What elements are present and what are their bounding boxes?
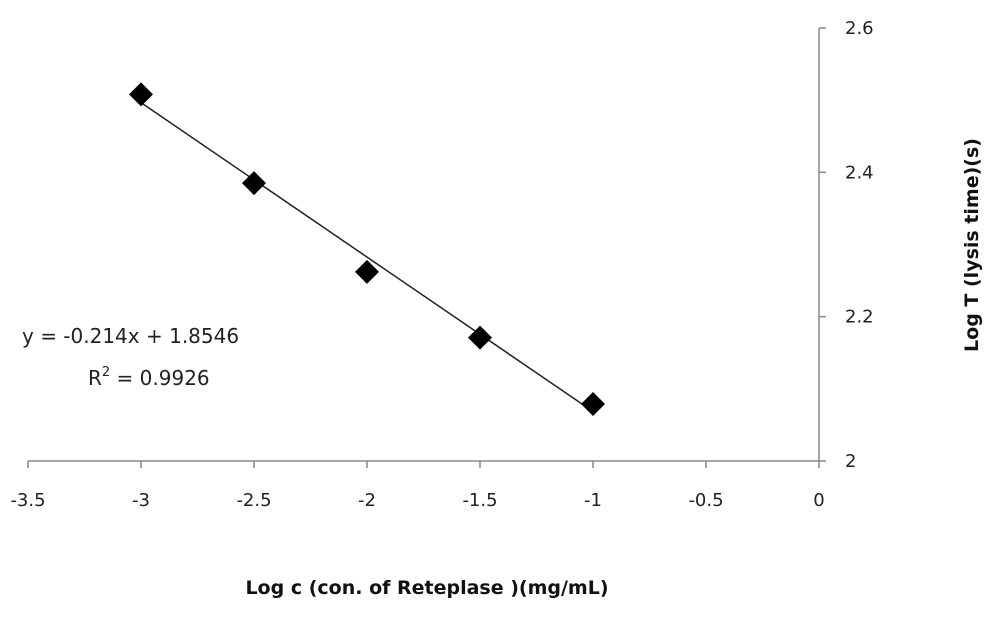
data-point-diamond bbox=[129, 82, 153, 107]
r-squared-superscript: 2 bbox=[102, 365, 110, 380]
r-squared-symbol: R bbox=[88, 366, 102, 390]
r-squared-value: = 0.9926 bbox=[110, 366, 209, 390]
y-tick-label: 2.2 bbox=[845, 307, 874, 328]
r-squared-label: R2 = 0.9926 bbox=[88, 365, 210, 390]
chart-axes bbox=[28, 28, 820, 462]
x-tick-label: -2 bbox=[358, 490, 376, 511]
linear-trendline bbox=[140, 102, 594, 413]
x-tick-label: -2.5 bbox=[236, 490, 271, 511]
data-points bbox=[129, 82, 605, 416]
x-tick-label: 0 bbox=[813, 490, 824, 511]
trendline-equation: y = -0.214x + 1.8546 bbox=[22, 324, 239, 348]
x-tick-label: -3.5 bbox=[10, 490, 45, 511]
y-tick-label: 2 bbox=[845, 451, 856, 472]
y-tick-label: 2.4 bbox=[845, 162, 874, 183]
data-point-diamond bbox=[242, 171, 266, 196]
x-tick-label: -1.5 bbox=[462, 490, 497, 511]
data-point-diamond bbox=[581, 391, 605, 416]
x-tick-label: -1 bbox=[584, 490, 602, 511]
y-axis-title: Log T (lysis time)(s) bbox=[961, 138, 983, 352]
x-tick-label: -0.5 bbox=[688, 490, 723, 511]
y-tick-label: 2.6 bbox=[845, 18, 874, 39]
x-tick-label: -3 bbox=[132, 490, 150, 511]
data-point-diamond bbox=[468, 325, 492, 350]
y-axis-ticks: 2 2.2 2.4 2.6 bbox=[819, 18, 874, 472]
x-axis-title: Log c (con. of Reteplase )(mg/mL) bbox=[245, 577, 608, 599]
x-axis-ticks: -3.5 -3 -2.5 -2 -1.5 -1 -0.5 0 bbox=[10, 461, 825, 511]
data-point-diamond bbox=[355, 259, 379, 284]
